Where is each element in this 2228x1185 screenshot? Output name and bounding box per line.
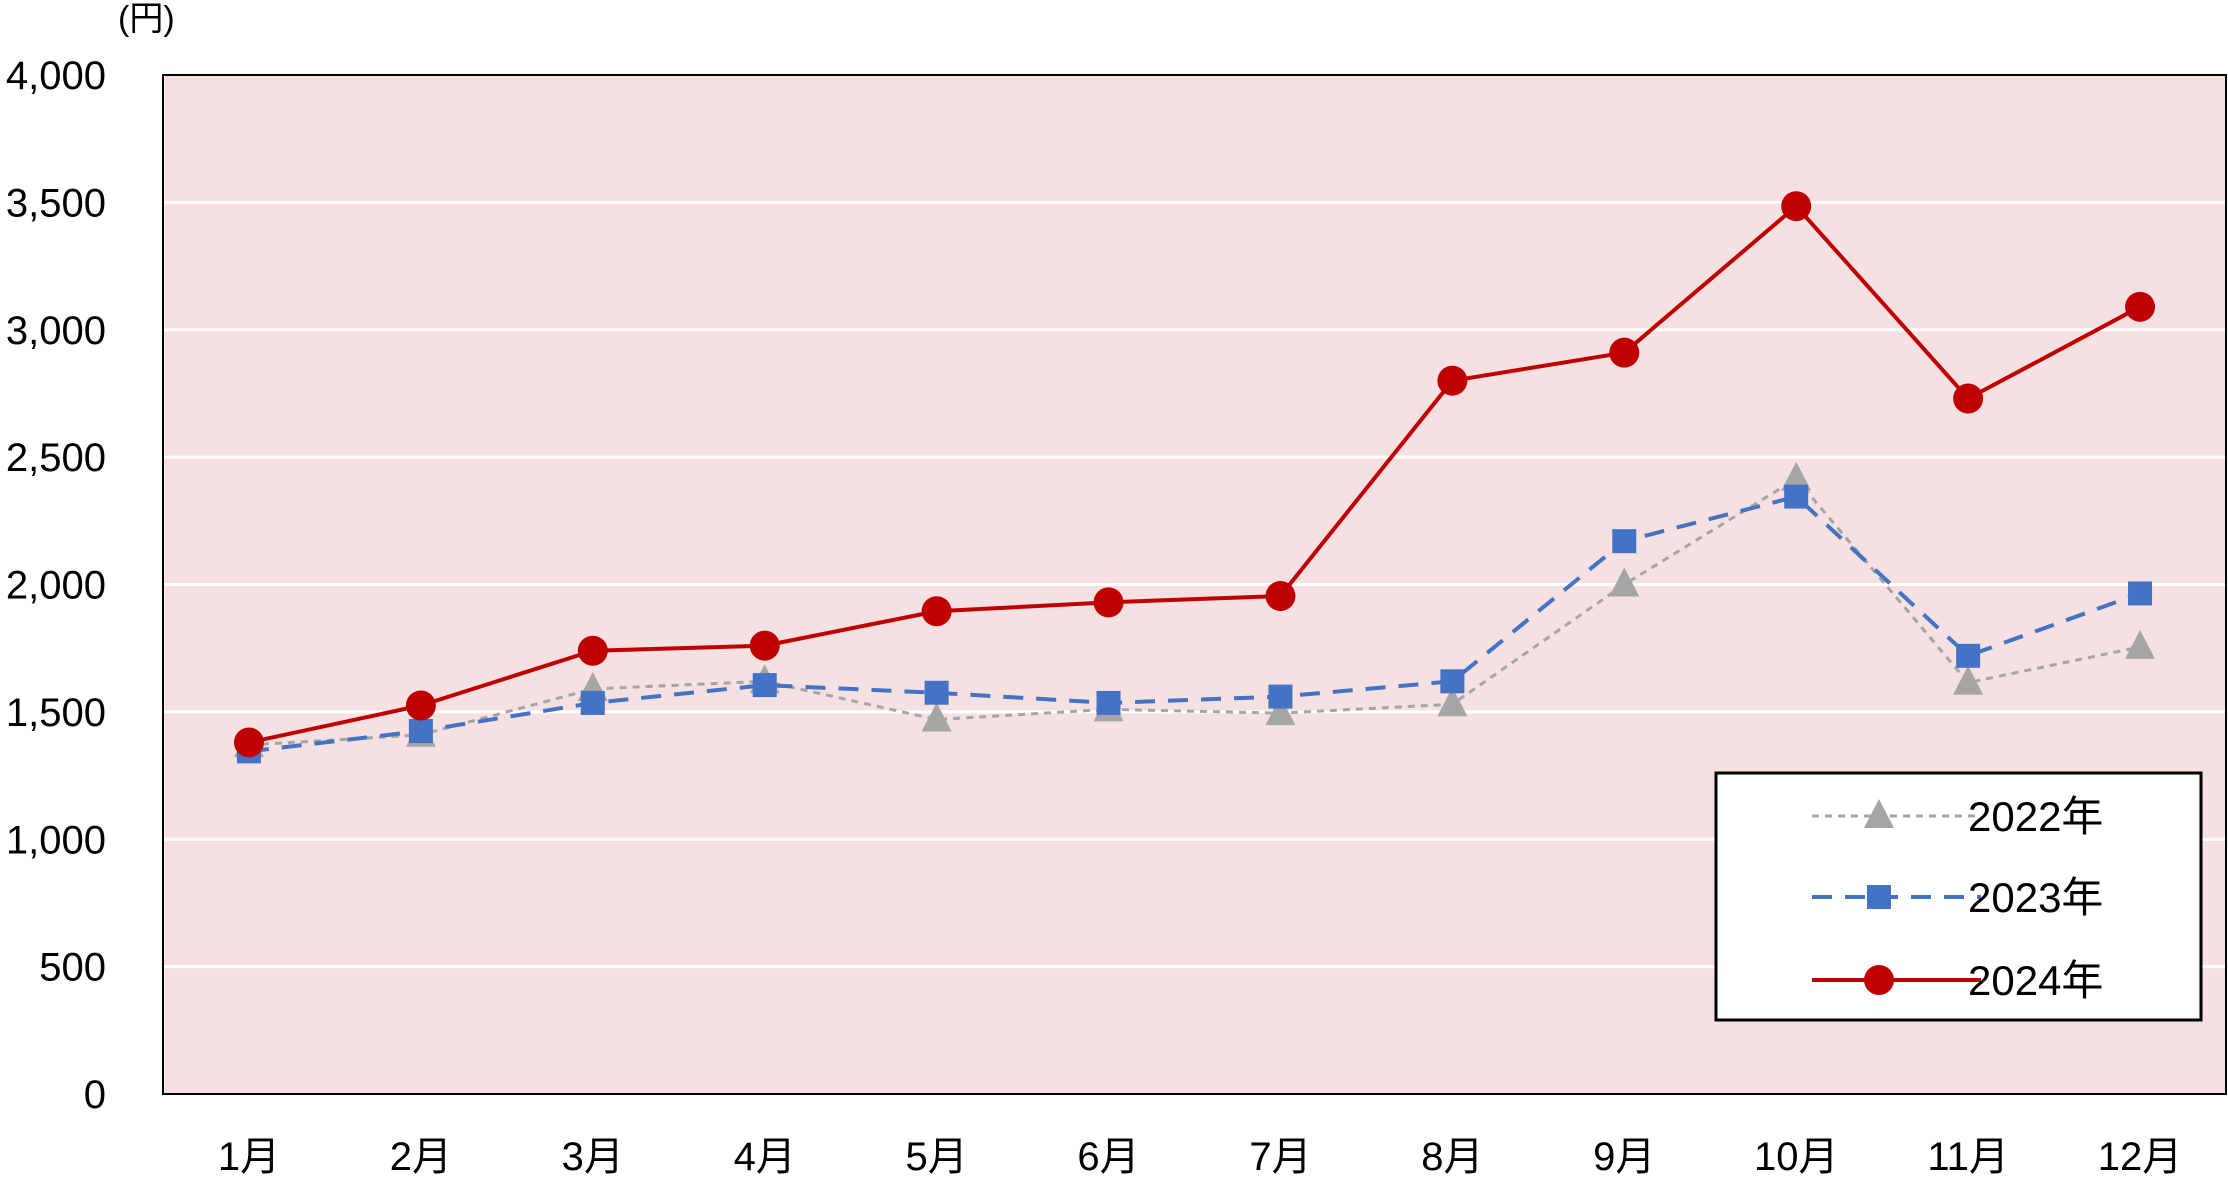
data-point-triangle [1437, 687, 1468, 717]
x-tick-label: 2月 [390, 1135, 452, 1179]
y-tick-label: 4,000 [6, 54, 106, 98]
series-line-1 [248, 477, 2141, 747]
data-point-square [2128, 581, 2153, 606]
data-point-triangle [921, 702, 952, 732]
plot-frame [162, 74, 2227, 1095]
x-tick-label: 4月 [734, 1135, 796, 1179]
series-markers [233, 191, 2156, 764]
data-point-triangle [1265, 696, 1296, 726]
x-tick-label: 6月 [1077, 1135, 1139, 1179]
data-point-square [1440, 669, 1465, 694]
data-point-circle [749, 630, 780, 661]
x-tick-label: 12月 [2098, 1135, 2183, 1179]
x-tick-label: 1月 [218, 1135, 280, 1179]
data-point-square [408, 718, 433, 743]
data-point-circle [1609, 337, 1640, 368]
x-tick-label: 3月 [562, 1135, 624, 1179]
y-tick-label: 2,000 [6, 564, 106, 608]
y-axis-unit-label: (円) [118, 0, 175, 38]
series-lines [248, 204, 2141, 754]
data-point-circle [1093, 587, 1124, 618]
data-point-square [924, 680, 949, 705]
y-tick-label: 3,500 [6, 181, 106, 225]
data-point-square [1096, 690, 1121, 715]
data-point-square [752, 673, 777, 698]
data-point-triangle [2125, 629, 2156, 659]
data-point-square [580, 690, 605, 715]
x-tick-label: 11月 [1927, 1135, 2009, 1179]
legend-marker-square [1867, 885, 1891, 909]
y-tick-label: 1,000 [6, 818, 106, 862]
data-point-square [1956, 643, 1981, 668]
legend-label: 2024年 [1968, 957, 2103, 1004]
y-tick-label: 3,000 [6, 309, 106, 353]
y-tick-label: 0 [84, 1073, 106, 1117]
series-line-3 [248, 204, 2141, 745]
data-point-circle [1781, 191, 1812, 222]
data-point-circle [921, 596, 952, 627]
data-point-triangle [1953, 665, 1984, 695]
legend-label: 2022年 [1968, 793, 2103, 840]
x-tick-label: 7月 [1249, 1135, 1311, 1179]
x-tick-label: 8月 [1421, 1135, 1483, 1179]
data-point-triangle [1781, 461, 1812, 491]
data-point-circle [2125, 291, 2156, 322]
data-point-circle [577, 635, 608, 666]
y-tick-label: 500 [39, 946, 106, 990]
x-tick-label: 9月 [1593, 1135, 1655, 1179]
data-point-triangle [1609, 567, 1640, 597]
legend-marker-circle [1864, 965, 1894, 995]
data-point-circle [1265, 580, 1296, 611]
data-point-circle [1953, 383, 1984, 414]
data-point-circle [1437, 365, 1468, 396]
legend-label: 2023年 [1968, 874, 2103, 921]
data-point-circle [405, 690, 436, 721]
legend: 2022年 2023年 2024年 [1714, 771, 2203, 1022]
x-tick-label: 5月 [906, 1135, 968, 1179]
data-point-circle [233, 727, 264, 758]
legend-marker-triangle [1864, 799, 1894, 828]
y-tick-label: 1,500 [6, 691, 106, 735]
data-point-square [1612, 529, 1637, 554]
data-point-square [1268, 684, 1293, 709]
y-tick-label: 2,500 [6, 436, 106, 480]
x-tick-label: 10月 [1754, 1135, 1839, 1179]
data-point-square [1784, 484, 1809, 509]
